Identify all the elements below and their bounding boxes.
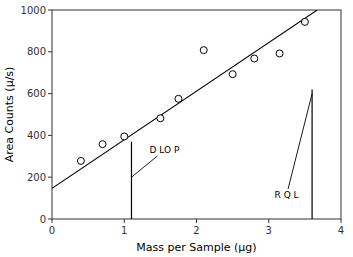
- y-tick-label: 400: [27, 130, 46, 141]
- y-tick: [48, 135, 52, 136]
- x-tick: [124, 219, 125, 223]
- y-tick: [48, 219, 52, 220]
- chart: 0 1 2 3 4 0 200 400 600 800 1000 Mass per Sample (μ…: [0, 0, 353, 257]
- plot-marks: [52, 10, 317, 219]
- point: [301, 18, 308, 25]
- y-tick: [48, 10, 52, 11]
- point: [157, 115, 164, 122]
- x-tick: [268, 219, 269, 223]
- point: [229, 71, 236, 78]
- y-axis-label: Area Counts (μ/s): [3, 67, 16, 163]
- annotation-text: D LO P: [150, 145, 180, 155]
- plot-frame: [52, 10, 341, 219]
- point: [276, 50, 283, 57]
- x-tick: [196, 219, 197, 223]
- y-tick-label: 800: [27, 46, 46, 57]
- line: [131, 142, 132, 219]
- annotation-connector: [288, 94, 312, 189]
- point: [99, 141, 106, 148]
- point: [77, 157, 84, 164]
- point: [121, 133, 128, 140]
- point: [200, 47, 207, 54]
- line: [312, 89, 313, 219]
- x-tick: [52, 219, 53, 223]
- point: [175, 95, 182, 102]
- x-tick-label: 4: [338, 225, 344, 236]
- y-tick: [48, 93, 52, 94]
- x-tick-label: 2: [193, 225, 199, 236]
- y-tick-label: 1000: [21, 5, 46, 16]
- y-tick: [48, 177, 52, 178]
- y-tick-label: 600: [27, 88, 46, 99]
- x-tick-label: 0: [49, 225, 55, 236]
- line: [52, 10, 317, 188]
- x-tick: [341, 219, 342, 223]
- point: [251, 55, 258, 62]
- x-axis-label: Mass per Sample (μg): [136, 241, 256, 254]
- x-tick-label: 1: [121, 225, 127, 236]
- y-tick: [48, 51, 52, 52]
- annotation-text: R Q L: [275, 190, 299, 200]
- y-tick-label: 200: [27, 172, 46, 183]
- x-tick-label: 3: [266, 225, 272, 236]
- annotation-connector: [131, 156, 157, 177]
- y-tick-label: 0: [40, 214, 46, 225]
